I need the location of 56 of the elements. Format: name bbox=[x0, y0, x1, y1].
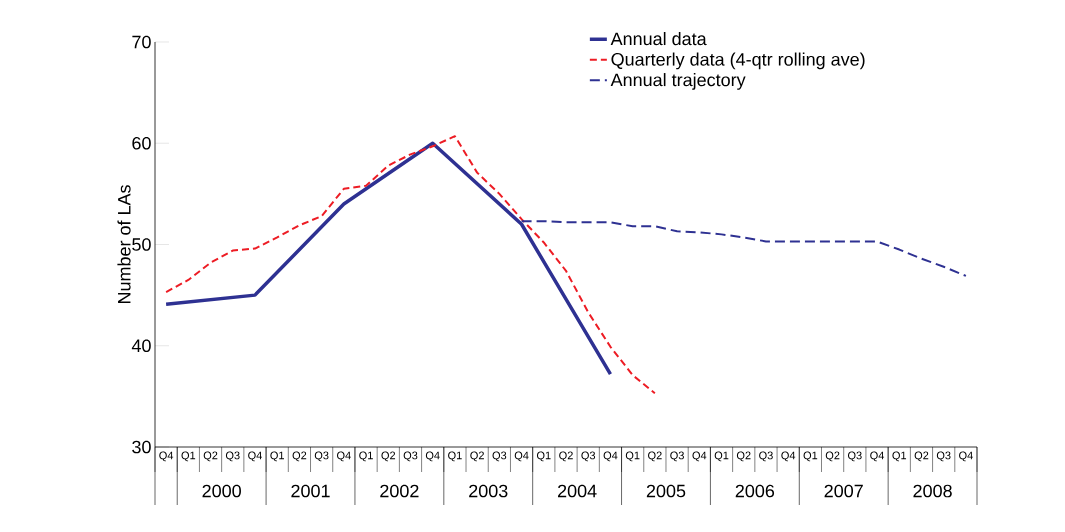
x-tick-label: Q1 bbox=[892, 451, 907, 462]
text: 2002 bbox=[380, 484, 419, 498]
x-tick-label: Q1 bbox=[181, 451, 196, 462]
x-tick-label: Q1 bbox=[714, 451, 729, 462]
x-tick-label: Q3 bbox=[225, 451, 240, 462]
legend-label: Quarterly data (4-qtr rolling ave) bbox=[611, 52, 865, 70]
x-tick-label: Q1 bbox=[625, 451, 640, 462]
y-tick-label: 50 bbox=[132, 238, 151, 251]
x-tick-label: Q4 bbox=[159, 451, 174, 462]
y-tick-label: 30 bbox=[132, 440, 151, 454]
x-tick-label: Q2 bbox=[648, 451, 662, 462]
text: 2008 bbox=[913, 484, 952, 498]
x-tick-label: Q3 bbox=[581, 451, 596, 462]
x-tick-label: Q2 bbox=[736, 451, 751, 462]
x-tick-label: Q4 bbox=[781, 451, 796, 462]
y-tick-label: 70 bbox=[132, 35, 151, 49]
x-tick-label: Q3 bbox=[759, 451, 773, 462]
x-tick-label: Q1 bbox=[803, 451, 818, 462]
x-tick-label: Q3 bbox=[670, 451, 684, 462]
x-tick-label: Q4 bbox=[514, 451, 529, 462]
x-tick-label: Q3 bbox=[314, 451, 329, 462]
x-tick-label: Q2 bbox=[470, 451, 484, 462]
x-tick-label: Q1 bbox=[448, 451, 462, 462]
x-tick-label: Q4 bbox=[425, 451, 440, 462]
y-axis-title: Number of LAs bbox=[117, 185, 131, 304]
x-tick-label: Q4 bbox=[248, 451, 262, 462]
x-tick-label: Q2 bbox=[203, 451, 218, 462]
x-tick-label: Q2 bbox=[559, 451, 573, 462]
x-tick-label: Q3 bbox=[848, 451, 862, 462]
text: 2007 bbox=[824, 484, 863, 498]
x-tick-label: Q3 bbox=[492, 451, 507, 462]
x-tick-label: Q2 bbox=[381, 451, 396, 462]
x-tick-label: Q1 bbox=[359, 451, 373, 462]
x-tick-label: Q1 bbox=[270, 451, 284, 462]
x-tick-label: Q1 bbox=[536, 451, 551, 462]
x-tick-label: Q4 bbox=[337, 451, 351, 462]
text: 2001 bbox=[291, 484, 330, 498]
text: 2000 bbox=[202, 484, 241, 498]
x-tick-label: Q2 bbox=[914, 451, 929, 462]
x-tick-label: Q4 bbox=[959, 451, 973, 462]
x-tick-label: Q2 bbox=[825, 451, 840, 462]
y-tick-label: 40 bbox=[131, 339, 151, 353]
text: 2006 bbox=[735, 484, 775, 498]
text: 2005 bbox=[646, 484, 686, 498]
x-tick-label: Q3 bbox=[403, 451, 418, 462]
x-tick-label: Q2 bbox=[292, 451, 307, 462]
x-tick-label: Q4 bbox=[603, 451, 618, 462]
y-tick-label: 60 bbox=[132, 136, 151, 150]
text: 2004 bbox=[558, 484, 597, 498]
x-tick-label: Q4 bbox=[692, 451, 707, 462]
line-series bbox=[165, 135, 656, 395]
x-tick-label: Q4 bbox=[870, 451, 885, 462]
x-tick-label: Q3 bbox=[936, 451, 951, 462]
legend-label: Annual trajectory bbox=[610, 73, 746, 90]
text: 2003 bbox=[469, 484, 508, 498]
legend-label: Annual data bbox=[610, 32, 707, 46]
